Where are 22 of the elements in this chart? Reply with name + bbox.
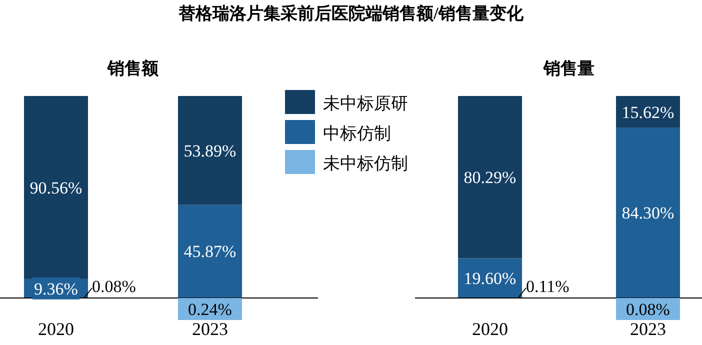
x-tick-label: 2023: [192, 319, 228, 339]
chart-title: 销售量: [542, 59, 594, 78]
data-label: 15.62%: [622, 102, 674, 122]
data-label: 80.29%: [464, 168, 516, 188]
legend-label: 未中标原研: [323, 94, 408, 113]
data-label: 9.36%: [34, 279, 78, 298]
text: 替格瑞洛片集采前后医院端销售额/销售量变化: [178, 4, 524, 23]
data-label: 19.60%: [464, 268, 516, 288]
x-tick-label: 2020: [38, 319, 74, 339]
data-label: 45.87%: [184, 242, 236, 262]
data-label: 53.89%: [184, 141, 236, 160]
data-label: 0.11%: [526, 277, 570, 296]
legend-label: 未中标仿制: [323, 154, 408, 173]
legend-label: 中标仿制: [323, 124, 391, 143]
x-tick-label: 2023: [630, 319, 666, 339]
data-label: 90.56%: [30, 178, 82, 198]
data-label: 0.08%: [92, 277, 136, 296]
x-tick-label: 2020: [472, 319, 508, 339]
data-label: 0.08%: [626, 300, 670, 319]
data-label: 84.30%: [622, 204, 674, 223]
chart-title: 销售额: [106, 59, 160, 78]
data-label: 0.24%: [188, 300, 232, 319]
